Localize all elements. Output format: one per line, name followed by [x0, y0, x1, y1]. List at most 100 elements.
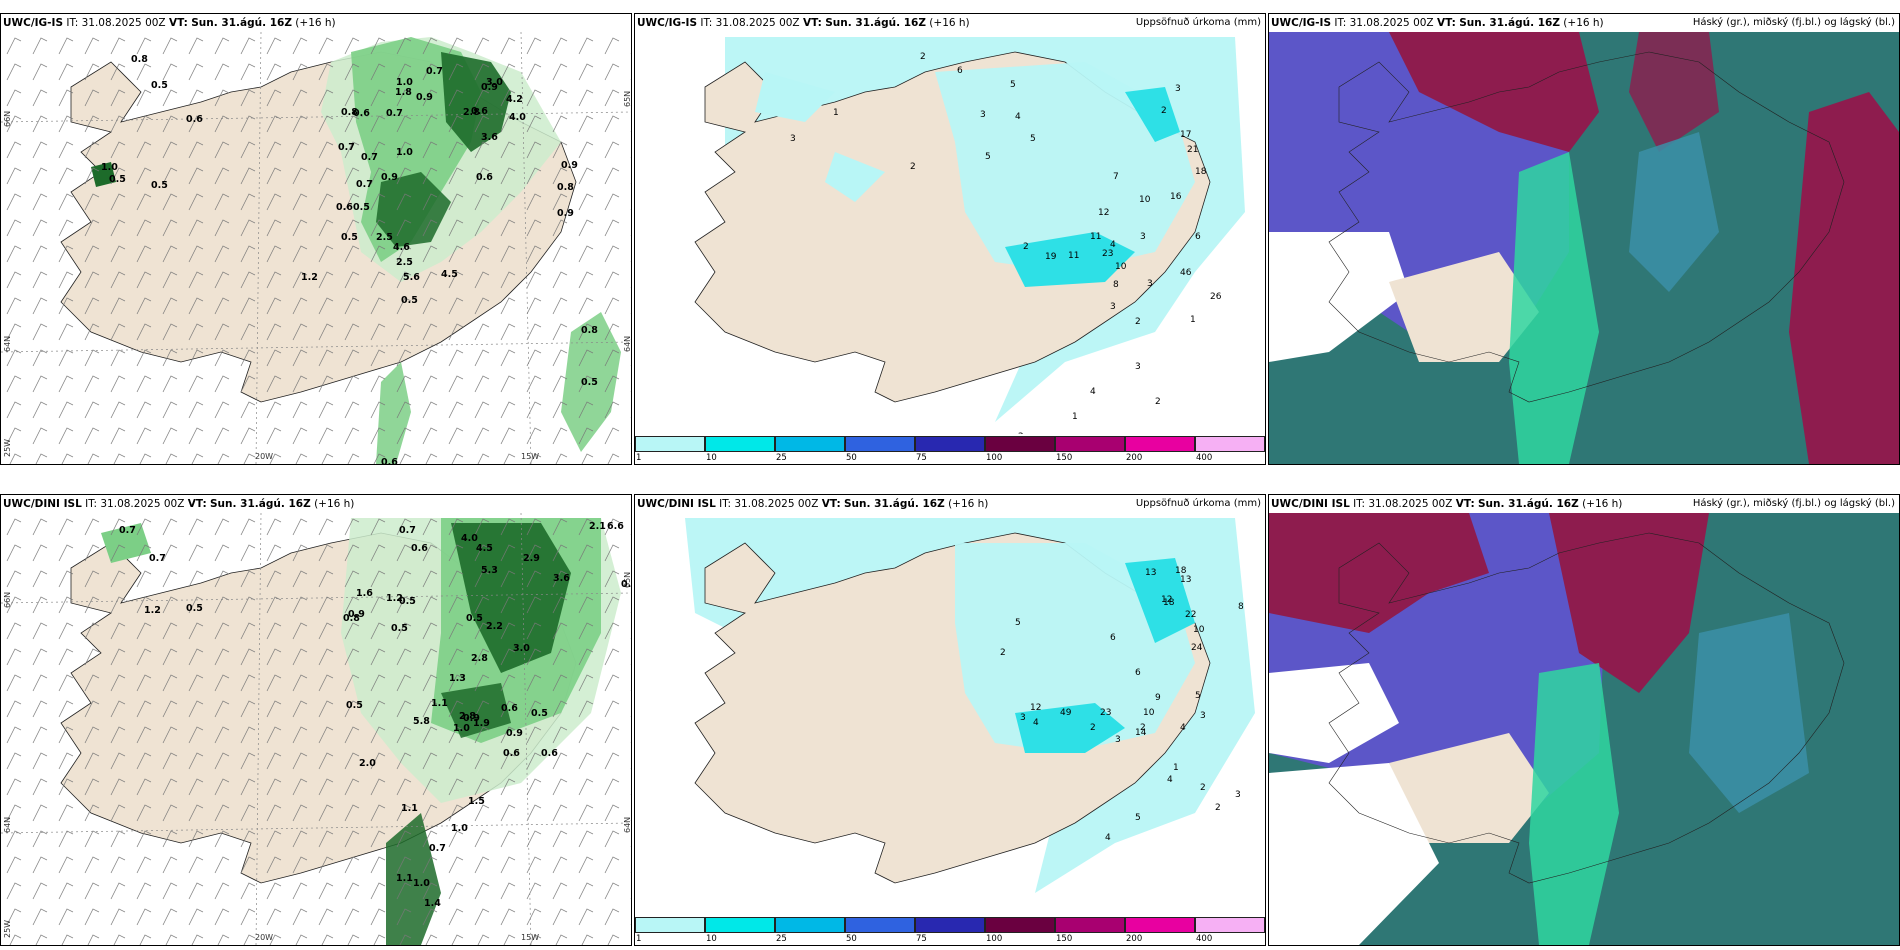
value-label: 2.8 — [471, 653, 488, 664]
vt-label: VT: — [802, 17, 822, 29]
value-label: 4 — [1015, 112, 1021, 122]
value-label: 0.7 — [119, 525, 136, 536]
value-label: 10 — [1193, 625, 1205, 635]
value-label: 7 — [1113, 172, 1119, 182]
value-label: 11 — [1068, 251, 1080, 261]
value-label: 2.8 — [459, 711, 476, 722]
map-canvas — [635, 513, 1265, 945]
accum-map[interactable]: 2 6 5 3 4 1 3 2 5 5 3 2 17 21 18 16 10 7 4 12 6 3 11 11 2 19 23 46 2… — [635, 32, 1265, 464]
value-label: 18 — [1195, 167, 1207, 177]
precip-map[interactable]: 20W 15W 66N 64N 25W 65N 64N 0.7 0.7 0.5 1.2… — [1, 513, 631, 945]
it-label: IT: — [66, 17, 79, 29]
value-label: 1.4 — [424, 898, 441, 909]
accum-map[interactable]: 13 18 12 2 3 4 6 5 3 4 14 13 18 22 10 24 8 5 2 12 49 23 10 9 6 3 2… — [635, 513, 1265, 945]
value-label: 3 — [1110, 302, 1116, 312]
value-label: 2.5 — [396, 257, 413, 268]
value-label: 4 — [1033, 718, 1039, 728]
value-label: 49 — [1060, 708, 1072, 718]
value-label: 8 — [1238, 602, 1244, 612]
it-value: 31.08.2025 00Z — [1349, 17, 1434, 29]
value-label: 0.8 — [341, 107, 358, 118]
value-label: 2 — [920, 52, 926, 62]
value-label: 3 — [1115, 735, 1121, 745]
value-label: 16 — [1170, 192, 1182, 202]
colorbar-swatch — [985, 436, 1055, 452]
graticule — [1, 32, 631, 464]
value-label: 5 — [1135, 813, 1141, 823]
panel-ig-clouds: UWC/IG-IS IT: 31.08.2025 00Z VT: Sun. 31… — [1268, 13, 1900, 465]
high-cloud-east — [1789, 92, 1899, 464]
value-label: 0.7 — [149, 553, 166, 564]
map-canvas — [1269, 32, 1899, 464]
panel-ig-precip: UWC/IG-IS IT: 31.08.2025 00Z VT: Sun. 31… — [0, 13, 632, 465]
lat-label-64n: 64N — [3, 335, 12, 352]
value-label: 17 — [1180, 130, 1192, 140]
value-label: 2.9 — [523, 553, 540, 564]
value-label: 4.6 — [393, 242, 410, 253]
value-label: 3.0 — [513, 643, 530, 654]
value-label: 0.9 — [481, 82, 498, 93]
value-label: 4.0 — [509, 112, 526, 123]
value-label: 12 — [1098, 208, 1110, 218]
map-variable-title: Uppsöfnuð úrkoma (mm) — [1135, 17, 1261, 28]
panel-dini-accum: UWC/DINI ISL IT: 31.08.2025 00Z VT: Sun.… — [634, 494, 1266, 946]
value-label: 10 — [1143, 708, 1155, 718]
value-label: 6.6 — [607, 521, 624, 532]
value-label: 2 — [1155, 397, 1161, 407]
value-label: 3 — [1175, 84, 1181, 94]
value-label: 2 — [1161, 106, 1167, 116]
value-label: 3 — [1200, 711, 1206, 721]
colorbar-swatch — [775, 917, 845, 933]
colorbar-tick: 50 — [846, 934, 857, 944]
it-label: IT: — [719, 498, 732, 510]
high-cloud-north — [1549, 513, 1709, 693]
value-label: 5 — [985, 152, 991, 162]
panel-header: UWC/DINI ISL IT: 31.08.2025 00Z VT: Sun.… — [635, 495, 1265, 513]
vt-value: Sun. 31.ágú. 16Z — [844, 498, 945, 510]
colorbar: 1 10 25 50 75 100 150 200 400 — [635, 915, 1265, 945]
value-label: 2 — [1000, 648, 1006, 658]
value-label: 5 — [1010, 80, 1016, 90]
it-label: IT: — [85, 498, 98, 510]
value-label: 5.3 — [481, 565, 498, 576]
lat-label-64n-right: 64N — [623, 816, 632, 833]
value-label: 3 — [1135, 362, 1141, 372]
value-label: 2.1 — [589, 521, 606, 532]
low-cloud-area — [1509, 152, 1599, 464]
high-cloud-north — [1629, 32, 1719, 152]
colorbar-tick: 10 — [706, 453, 717, 463]
value-label: 5.6 — [403, 272, 420, 283]
value-label: 14 — [1135, 728, 1147, 738]
value-label: 0.7 — [356, 179, 373, 190]
high-cloud-area — [1389, 32, 1599, 152]
clear-land — [1389, 733, 1549, 843]
value-label: 2 — [1023, 242, 1029, 252]
value-label: 0.5 — [391, 623, 408, 634]
panel-header: UWC/IG-IS IT: 31.08.2025 00Z VT: Sun. 31… — [635, 14, 1265, 32]
lon-label-15w: 15W — [521, 933, 540, 942]
model-title: UWC/DINI ISL — [1271, 498, 1350, 510]
map-canvas — [1, 513, 631, 945]
lat-label-64n: 64N — [3, 816, 12, 833]
model-title: UWC/IG-IS — [1271, 17, 1332, 29]
it-label: IT: — [1353, 498, 1366, 510]
precip-map[interactable]: 20W 15W 66N 64N 25W 65N 64N 0.8 0.5 0.6 1.0… — [1, 32, 631, 464]
value-label: 1.5 — [468, 796, 485, 807]
vt-value: Sun. 31.ágú. 16Z — [191, 17, 292, 29]
low-cloud-area — [1529, 663, 1619, 945]
value-label: 0.9 — [506, 728, 523, 739]
value-label: 46 — [1180, 268, 1192, 278]
cloud-map[interactable] — [1269, 32, 1899, 464]
value-label: 0.7 — [426, 66, 443, 77]
panel-header: UWC/IG-IS IT: 31.08.2025 00Z VT: Sun. 31… — [1, 14, 631, 32]
cloud-map[interactable] — [1269, 513, 1899, 945]
model-title: UWC/IG-IS — [637, 17, 698, 29]
value-label: 1.0 — [453, 723, 470, 734]
value-label: 0.5 — [109, 174, 126, 185]
colorbar-tick: 25 — [776, 934, 787, 944]
panel-dini-clouds: UWC/DINI ISL IT: 31.08.2025 00Z VT: Sun.… — [1268, 494, 1900, 946]
lon-label-20w: 20W — [255, 933, 274, 942]
precip-mid-area — [1005, 232, 1135, 287]
value-label: 1.8 — [395, 87, 412, 98]
value-label: 1 — [1190, 315, 1196, 325]
